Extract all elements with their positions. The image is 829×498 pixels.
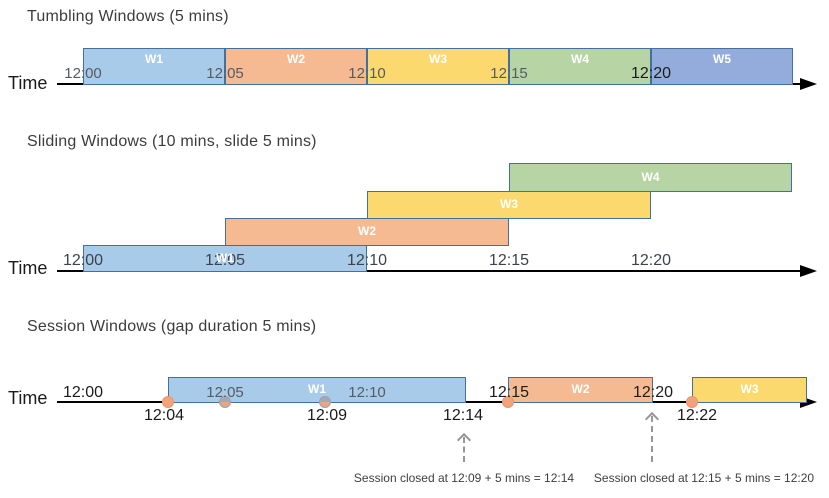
tick-label: 12:15 <box>488 252 530 269</box>
time-axis-label-sliding: Time <box>8 258 48 278</box>
tick-label: 12:10 <box>348 65 386 82</box>
event-time-label: 12:22 <box>676 407 718 424</box>
window-box-w1 <box>83 245 367 272</box>
session-close-arrow-line <box>651 416 653 462</box>
timeline-arrowhead <box>800 265 817 277</box>
tick-label: 12:05 <box>206 384 244 401</box>
time-axis-label-session: Time <box>8 388 48 408</box>
session-close-arrow-line <box>463 437 465 462</box>
session-close-annotation: Session closed at 12:15 + 5 mins = 12:20 <box>593 471 815 485</box>
tick-label: 12:00 <box>62 384 104 401</box>
event-time-label: 12:04 <box>143 407 185 424</box>
window-box-w2 <box>225 48 367 85</box>
window-label: W2 <box>358 224 376 238</box>
event-time-label: 12:14 <box>442 407 484 424</box>
window-box-w3 <box>367 48 509 85</box>
window-label: W3 <box>429 52 447 66</box>
time-axis-label-tumbling: Time <box>8 73 48 93</box>
event-dot <box>686 396 698 408</box>
event-dot <box>219 396 231 408</box>
window-label: W4 <box>571 52 589 66</box>
window-label: W2 <box>571 382 590 396</box>
tick-label: 12:20 <box>630 65 672 82</box>
tick-label: 12:15 <box>490 65 528 82</box>
window-label: W1 <box>145 52 163 66</box>
tick-label: 12:10 <box>348 384 386 401</box>
window-label: W1 <box>216 251 234 265</box>
window-box-w2 <box>508 377 653 403</box>
tick-label: 12:20 <box>632 384 674 401</box>
window-box-w3 <box>367 191 651 219</box>
window-box-w3 <box>692 377 807 403</box>
event-dot <box>502 396 514 408</box>
tick-label: 12:20 <box>630 252 672 269</box>
window-label: W3 <box>740 382 759 396</box>
tick-label: 12:05 <box>204 252 246 269</box>
tick-label: 12:10 <box>346 252 388 269</box>
window-label: W4 <box>641 170 660 184</box>
window-box-w2 <box>225 218 509 246</box>
arrow-up-icon <box>456 432 472 448</box>
tumbling-windows-title: Tumbling Windows (5 mins) <box>27 8 229 25</box>
sliding-windows-title: Sliding Windows (10 mins, slide 5 mins) <box>27 133 317 150</box>
arrow-up-icon <box>644 411 660 427</box>
window-label: W5 <box>713 52 731 66</box>
window-box-w1 <box>83 48 225 85</box>
event-dot <box>162 396 174 408</box>
window-box-w5 <box>651 48 793 85</box>
window-label: W3 <box>500 197 518 211</box>
window-box-w1 <box>168 377 466 403</box>
window-box-w4 <box>509 48 651 85</box>
window-label: W1 <box>308 382 326 396</box>
tick-label: 12:00 <box>64 65 102 82</box>
tick-label: 12:15 <box>488 384 530 401</box>
tick-label: 12:00 <box>62 252 104 269</box>
session-windows-title: Session Windows (gap duration 5 mins) <box>27 318 317 335</box>
event-time-label: 12:09 <box>306 407 348 424</box>
timeline <box>57 270 800 272</box>
timeline-arrowhead <box>800 78 817 90</box>
tick-label: 12:05 <box>206 65 244 82</box>
window-label: W2 <box>287 52 305 66</box>
event-dot <box>319 396 331 408</box>
session-close-annotation: Session closed at 12:09 + 5 mins = 12:14 <box>353 471 575 485</box>
